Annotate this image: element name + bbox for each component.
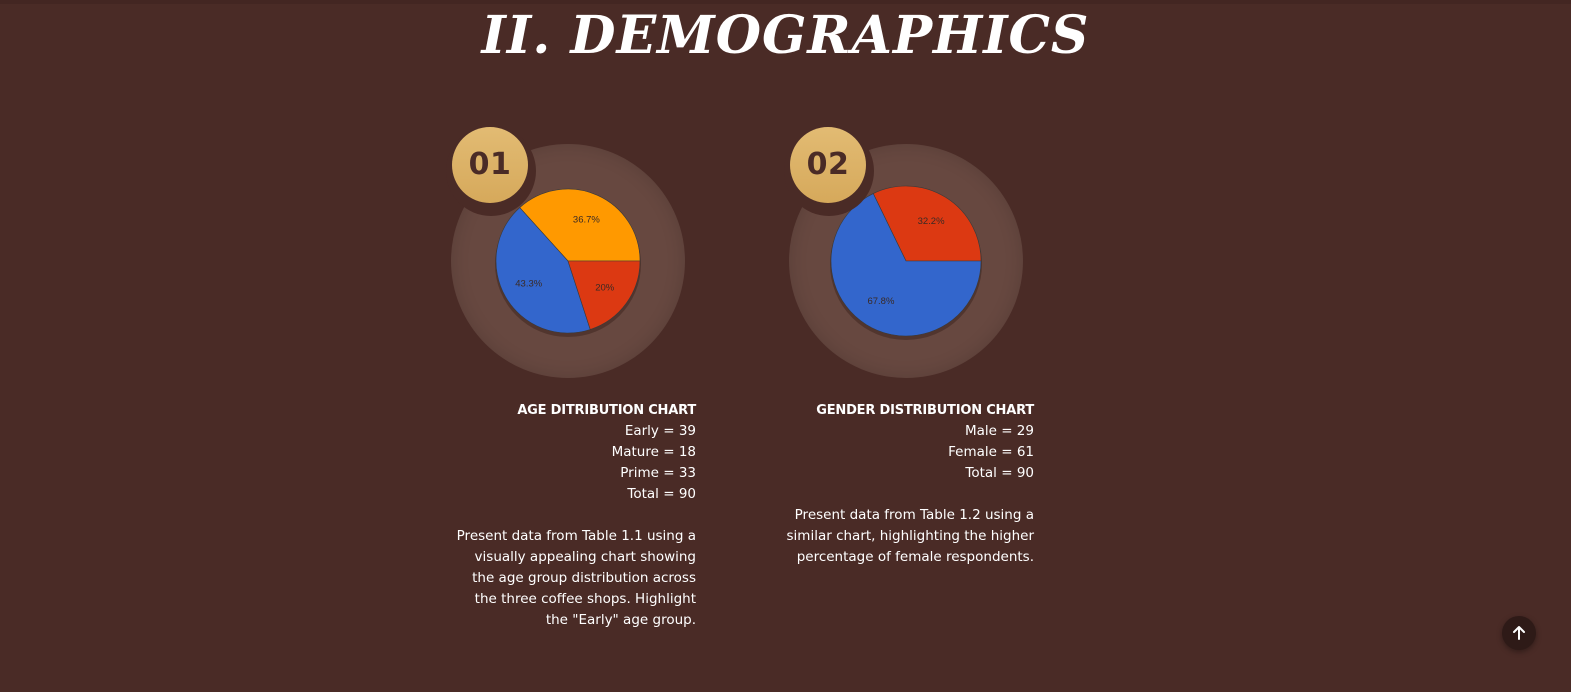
pie-slice-label: 43.3% — [515, 279, 542, 290]
scroll-to-top-button[interactable] — [1502, 616, 1536, 650]
chart-paragraph: Present data from Table 1.2 using a simi… — [786, 507, 1034, 565]
card-number: 02 — [790, 127, 866, 203]
pie-slice — [567, 260, 641, 330]
card-number-badge: 02 — [784, 126, 874, 216]
top-border — [0, 0, 1571, 4]
page-title: II. DEMOGRAPHICS — [481, 5, 1090, 66]
stat-line: Mature = 18 — [611, 444, 696, 460]
age-pie-chart: 36.7% 43.3% 20% — [495, 188, 641, 337]
chart-heading: GENDER DISTRIBUTION CHART — [816, 403, 1034, 418]
stat-line: Female = 61 — [948, 444, 1034, 460]
card-number: 01 — [452, 127, 528, 203]
stat-line: Prime = 33 — [620, 465, 696, 481]
pie-slice-label: 67.8% — [867, 296, 894, 307]
stat-line: Early = 39 — [624, 423, 696, 439]
gender-chart-description: GENDER DISTRIBUTION CHART Male = 29 Fema… — [784, 400, 1035, 568]
card-number-badge: 01 — [446, 126, 536, 216]
stat-line: Total = 90 — [627, 486, 696, 502]
arrow-up-icon — [1513, 626, 1525, 640]
stat-line: Total = 90 — [965, 465, 1034, 481]
pie-slice-label: 36.7% — [573, 215, 600, 226]
chart-heading: AGE DITRIBUTION CHART — [517, 403, 696, 418]
pie-slice-label: 32.2% — [918, 216, 945, 227]
gender-pie-chart: 32.2% 67.8% — [830, 185, 982, 340]
pie-slice — [519, 188, 641, 262]
pie-slice — [872, 185, 982, 262]
stat-line: Male = 29 — [964, 423, 1034, 439]
age-chart-description: AGE DITRIBUTION CHART Early = 39 Mature … — [446, 400, 697, 631]
chart-paragraph: Present data from Table 1.1 using a visu… — [456, 528, 696, 628]
pie-slice — [495, 207, 591, 334]
pie-slice-label: 20% — [595, 283, 615, 294]
pie-slice — [830, 193, 982, 337]
